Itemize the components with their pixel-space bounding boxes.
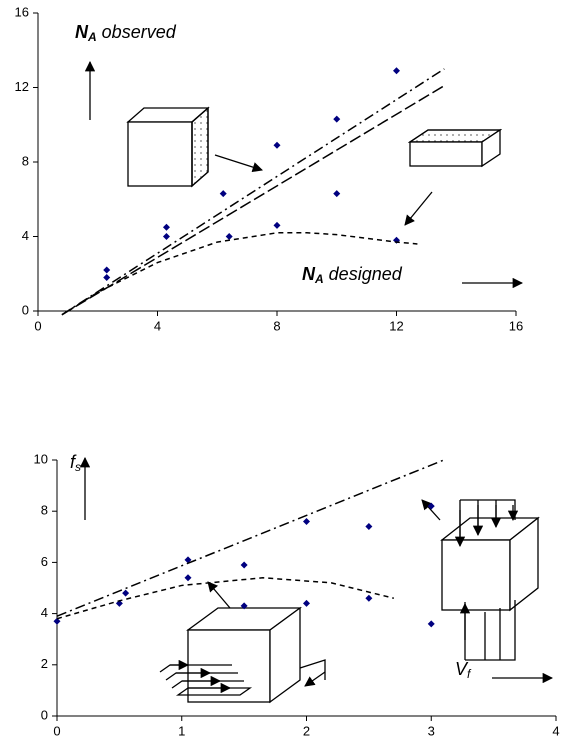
x-tick-label: 0 bbox=[34, 318, 41, 333]
x-tick-label: 1 bbox=[178, 723, 185, 738]
data-point bbox=[274, 222, 281, 229]
trend-line bbox=[57, 460, 444, 616]
data-point bbox=[333, 116, 340, 123]
annotation-sub: A bbox=[314, 272, 324, 286]
annotation: fs bbox=[70, 452, 81, 474]
y-tick-label: 8 bbox=[41, 503, 48, 518]
data-point bbox=[365, 595, 372, 602]
annotation-sub: A bbox=[87, 30, 97, 44]
data-point bbox=[220, 190, 227, 197]
data-point bbox=[184, 574, 191, 581]
data-point bbox=[333, 190, 340, 197]
y-tick-label: 4 bbox=[41, 605, 48, 620]
flat-box-icon bbox=[410, 130, 500, 166]
data-point bbox=[122, 590, 129, 597]
cube-icon-compression bbox=[442, 500, 538, 660]
data-point bbox=[365, 523, 372, 530]
x-tick-label: 0 bbox=[53, 723, 60, 738]
y-tick-label: 2 bbox=[41, 656, 48, 671]
annotation-main: N bbox=[302, 264, 316, 284]
data-point bbox=[103, 274, 110, 281]
data-point bbox=[428, 503, 435, 510]
x-tick-label: 12 bbox=[389, 318, 403, 333]
data-point bbox=[303, 600, 310, 607]
annotation-rest: designed bbox=[324, 264, 403, 284]
data-point bbox=[274, 142, 281, 149]
data-point bbox=[54, 618, 61, 625]
data-point bbox=[226, 233, 233, 240]
x-tick-label: 4 bbox=[552, 723, 559, 738]
data-point bbox=[393, 67, 400, 74]
y-tick-label: 10 bbox=[34, 451, 48, 466]
x-tick-label: 8 bbox=[273, 318, 280, 333]
y-tick-label: 0 bbox=[22, 302, 29, 317]
data-point bbox=[303, 518, 310, 525]
data-point bbox=[241, 561, 248, 568]
y-tick-label: 6 bbox=[41, 554, 48, 569]
data-point bbox=[103, 267, 110, 274]
data-point bbox=[163, 224, 170, 231]
annotation: Vf bbox=[455, 659, 472, 681]
annotation: NA designed bbox=[302, 264, 403, 286]
y-tick-label: 16 bbox=[15, 4, 29, 19]
annotation-sub: f bbox=[467, 667, 472, 681]
tall-box-icon bbox=[128, 108, 208, 186]
layout-drawings bbox=[85, 62, 552, 702]
x-tick-label: 16 bbox=[509, 318, 523, 333]
annotation: NA observed bbox=[75, 22, 177, 44]
y-tick-label: 8 bbox=[22, 153, 29, 168]
cube-icon-shear bbox=[160, 608, 325, 702]
y-tick-label: 4 bbox=[22, 228, 29, 243]
y-tick-label: 0 bbox=[41, 707, 48, 722]
annotation-sub: s bbox=[75, 460, 81, 474]
x-tick-label: 2 bbox=[303, 723, 310, 738]
x-tick-label: 4 bbox=[154, 318, 161, 333]
data-point bbox=[163, 233, 170, 240]
annotation-main: N bbox=[75, 22, 89, 42]
annotation-rest: observed bbox=[97, 22, 177, 42]
page: 04812160481216NA observedNA designed0246… bbox=[0, 0, 562, 749]
x-tick-label: 3 bbox=[428, 723, 435, 738]
y-tick-label: 12 bbox=[15, 79, 29, 94]
data-point bbox=[428, 620, 435, 627]
